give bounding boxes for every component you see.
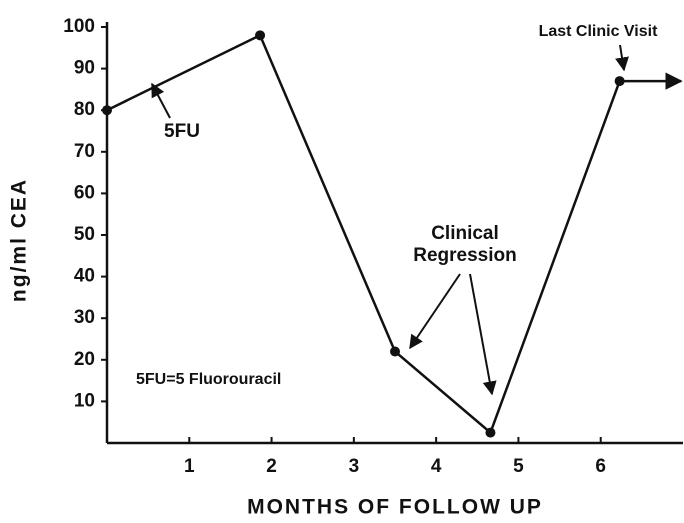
y-tick-label: 50	[74, 224, 95, 245]
annotation-arrow	[409, 273, 461, 350]
data-point	[390, 346, 400, 357]
x-tick-label: 4	[431, 456, 442, 477]
x-tick-label: 1	[184, 456, 195, 477]
x-tick-label: 3	[349, 456, 360, 477]
y-axis-title: ng/ml CEA	[8, 178, 31, 302]
data-point	[485, 427, 496, 438]
x-tick-label: 5	[513, 456, 524, 477]
y-tick-label: 60	[74, 182, 95, 203]
annotation: 5FU	[164, 121, 200, 142]
y-tick-label: 30	[74, 307, 95, 328]
x-tick-label: 6	[595, 456, 606, 477]
annotation-arrow	[151, 82, 171, 119]
data-point	[102, 105, 112, 116]
x-axis-title: MONTHS OF FOLLOW UP	[247, 496, 543, 519]
annotation: Regression	[413, 245, 516, 266]
annotation: Last Clinic Visit	[539, 23, 659, 40]
y-tick-label: 80	[74, 99, 95, 120]
annotation: 5FU=5 Fluorouracil	[136, 371, 281, 388]
annotation-arrow	[615, 44, 629, 72]
y-tick-label: 70	[74, 141, 95, 162]
annotation: Clinical	[431, 223, 499, 244]
y-tick-label: 40	[74, 266, 95, 287]
y-tick-label: 20	[74, 349, 95, 370]
annotation-arrow	[469, 273, 497, 396]
y-tick-label: 90	[74, 58, 95, 79]
y-tick-label: 10	[74, 390, 95, 411]
y-tick-label: 100	[63, 16, 95, 37]
data-point	[255, 30, 266, 41]
x-tick-label: 2	[266, 456, 277, 477]
